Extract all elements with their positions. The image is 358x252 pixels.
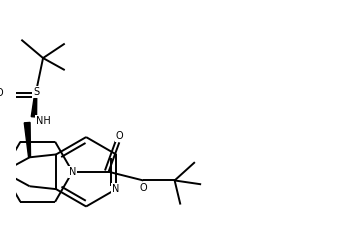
Text: N: N — [69, 167, 77, 177]
Text: O: O — [0, 88, 3, 98]
Text: N: N — [112, 184, 119, 194]
Text: O: O — [140, 183, 147, 193]
Text: O: O — [116, 131, 124, 141]
Text: NH: NH — [36, 116, 50, 126]
Polygon shape — [31, 93, 37, 117]
Polygon shape — [24, 122, 30, 158]
Text: S: S — [33, 87, 39, 97]
